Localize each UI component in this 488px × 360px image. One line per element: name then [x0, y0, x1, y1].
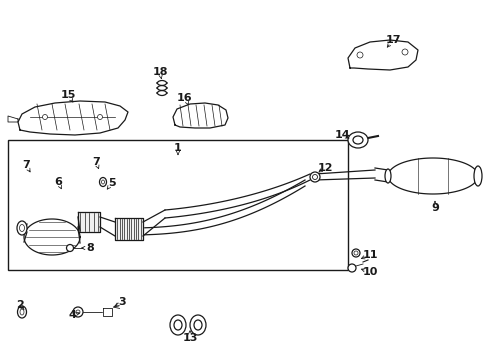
Text: 8: 8	[86, 243, 94, 253]
Circle shape	[401, 49, 407, 55]
Polygon shape	[387, 158, 477, 194]
Text: 4: 4	[68, 310, 76, 320]
Ellipse shape	[174, 320, 182, 330]
Polygon shape	[24, 219, 80, 255]
Polygon shape	[347, 40, 417, 70]
Bar	[8, 140, 347, 270]
Ellipse shape	[20, 225, 24, 231]
Polygon shape	[115, 218, 142, 240]
Circle shape	[356, 52, 362, 58]
Circle shape	[347, 264, 355, 272]
Polygon shape	[103, 308, 112, 316]
Ellipse shape	[347, 132, 367, 148]
Ellipse shape	[20, 309, 24, 315]
Text: 17: 17	[385, 35, 400, 45]
Text: 5: 5	[108, 178, 116, 188]
Polygon shape	[18, 101, 128, 135]
Circle shape	[351, 249, 359, 257]
Ellipse shape	[384, 169, 390, 183]
Text: 3: 3	[118, 297, 125, 307]
Text: 10: 10	[362, 267, 377, 277]
Text: 15: 15	[60, 90, 76, 100]
Ellipse shape	[99, 177, 106, 186]
Ellipse shape	[102, 180, 104, 184]
Polygon shape	[78, 212, 100, 232]
Ellipse shape	[473, 166, 481, 186]
Circle shape	[76, 310, 80, 314]
Text: 11: 11	[362, 250, 377, 260]
Text: 18: 18	[152, 67, 167, 77]
Text: 12: 12	[317, 163, 332, 173]
Text: 14: 14	[334, 130, 350, 140]
Text: 13: 13	[182, 333, 197, 343]
Text: 6: 6	[54, 177, 62, 187]
Text: 9: 9	[430, 203, 438, 213]
Polygon shape	[173, 103, 227, 128]
Text: 7: 7	[22, 160, 30, 170]
Ellipse shape	[194, 320, 202, 330]
Ellipse shape	[190, 315, 205, 335]
Polygon shape	[8, 116, 18, 122]
Circle shape	[66, 244, 73, 252]
Text: 16: 16	[177, 93, 192, 103]
Ellipse shape	[17, 221, 27, 235]
Ellipse shape	[170, 315, 185, 335]
Circle shape	[97, 114, 102, 120]
Circle shape	[73, 307, 83, 317]
Text: 2: 2	[16, 300, 24, 310]
Text: 1: 1	[174, 143, 182, 153]
Circle shape	[353, 251, 357, 255]
Circle shape	[42, 114, 47, 120]
Text: 7: 7	[92, 157, 100, 167]
Circle shape	[312, 175, 317, 180]
Circle shape	[309, 172, 319, 182]
Ellipse shape	[18, 306, 26, 318]
Ellipse shape	[352, 136, 362, 144]
